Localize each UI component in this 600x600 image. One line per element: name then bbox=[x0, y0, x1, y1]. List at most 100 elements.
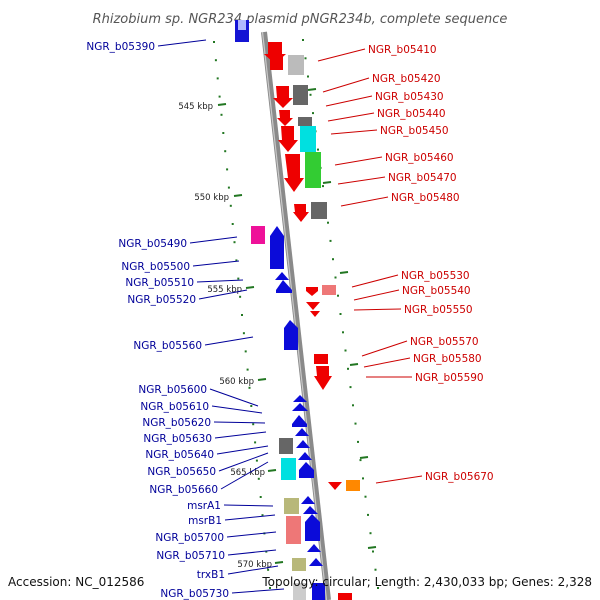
gene-NGR_b05640[interactable] bbox=[279, 438, 293, 454]
label-NGR_b05540[interactable]: NGR_b05540 bbox=[402, 285, 471, 297]
label-NGR_b05600[interactable]: NGR_b05600 bbox=[138, 384, 207, 396]
gc-dot-right bbox=[312, 112, 314, 115]
label-NGR_b05660[interactable]: NGR_b05660 bbox=[149, 484, 218, 496]
scale-label-550: 550 kbp bbox=[194, 193, 229, 203]
gc-dot-left bbox=[265, 550, 268, 553]
label-NGR_b05410[interactable]: NGR_b05410 bbox=[368, 44, 437, 56]
label-NGR_b05460[interactable]: NGR_b05460 bbox=[385, 152, 454, 164]
gene-NGR_b05490[interactable] bbox=[251, 226, 265, 244]
gene-NGR_b05660[interactable] bbox=[299, 462, 314, 478]
label-NGR_b05440[interactable]: NGR_b05440 bbox=[377, 108, 446, 120]
label-NGR_b05420[interactable]: NGR_b05420 bbox=[372, 73, 441, 85]
label-trxB1[interactable]: trxB1 bbox=[197, 569, 225, 581]
label-NGR_b05650[interactable]: NGR_b05650 bbox=[147, 466, 216, 478]
scale-tick bbox=[359, 456, 369, 459]
gene-NGR_b05700[interactable] bbox=[305, 514, 320, 541]
gene-NGR_b05600[interactable] bbox=[293, 395, 307, 402]
label-msrA1[interactable]: msrA1 bbox=[187, 500, 221, 512]
gene-NGR_b05560[interactable] bbox=[284, 320, 298, 350]
scale-tick bbox=[267, 469, 277, 472]
label-NGR_b05480[interactable]: NGR_b05480 bbox=[391, 192, 460, 204]
label-NGR_b05510[interactable]: NGR_b05510 bbox=[125, 277, 194, 289]
gene-NGR_b05500[interactable] bbox=[270, 226, 284, 269]
gc-dot-right bbox=[329, 239, 332, 242]
gc-dot-right bbox=[304, 57, 307, 60]
gene-NGR_b05710[interactable] bbox=[307, 544, 321, 552]
gene-msrA1[interactable] bbox=[284, 498, 299, 514]
label-NGR_b05730[interactable]: NGR_b05730 bbox=[160, 588, 229, 600]
label-NGR_b05430[interactable]: NGR_b05430 bbox=[375, 91, 444, 103]
scale-tick bbox=[307, 88, 317, 91]
gene-msrB1[interactable] bbox=[286, 516, 301, 544]
gene-NGR_b05630[interactable] bbox=[295, 428, 309, 436]
gene-NGR_b05410-gray[interactable] bbox=[288, 55, 304, 75]
gene-NGR_b05550b bbox=[310, 311, 320, 317]
gene-NGR_b05390-top bbox=[238, 20, 246, 30]
scale-tick bbox=[274, 561, 284, 564]
gc-dot-right bbox=[322, 185, 324, 188]
gene-NGR_b05580[interactable] bbox=[314, 366, 332, 390]
gene-NGR_b05530[interactable] bbox=[306, 287, 318, 296]
label-NGR_b05520[interactable]: NGR_b05520 bbox=[127, 294, 196, 306]
gene-NGR_b05450[interactable] bbox=[278, 126, 298, 152]
gene-NGR_b05730[interactable] bbox=[312, 583, 325, 600]
gene-NGR_b05520[interactable] bbox=[276, 280, 292, 293]
gene-NGR_b05550[interactable] bbox=[306, 302, 320, 310]
gene-NGR_b05670[interactable] bbox=[346, 480, 360, 491]
gc-dot-left bbox=[233, 241, 236, 244]
gene-trxB1[interactable] bbox=[292, 558, 306, 571]
gc-dot-right bbox=[377, 587, 379, 589]
label-NGR_b05700[interactable]: NGR_b05700 bbox=[155, 532, 224, 544]
gc-dot-right bbox=[332, 258, 334, 261]
label-NGR_b05620[interactable]: NGR_b05620 bbox=[142, 417, 211, 429]
label-NGR_b05580[interactable]: NGR_b05580 bbox=[413, 353, 482, 365]
label-msrB1[interactable]: msrB1 bbox=[188, 515, 222, 527]
label-NGR_b05630[interactable]: NGR_b05630 bbox=[143, 433, 212, 445]
gene-NGR_b05540[interactable] bbox=[322, 285, 336, 295]
label-NGR_b05610[interactable]: NGR_b05610 bbox=[140, 401, 209, 413]
label-NGR_b05590[interactable]: NGR_b05590 bbox=[415, 372, 484, 384]
gene-NGR_b05420[interactable] bbox=[293, 85, 308, 105]
gene-NGR_b05570[interactable] bbox=[314, 354, 328, 364]
label-NGR_b05470[interactable]: NGR_b05470 bbox=[388, 172, 457, 184]
gc-dot-left bbox=[242, 332, 245, 335]
reverse-gene-labels: NGR_b05390 NGR_b05490 NGR_b05500 NGR_b05… bbox=[86, 39, 285, 600]
label-NGR_b05490[interactable]: NGR_b05490 bbox=[118, 238, 187, 250]
gene-NGR_b05460[interactable] bbox=[284, 154, 304, 192]
gene-NGR_b05480-gray[interactable] bbox=[311, 202, 327, 219]
scale-tick bbox=[217, 103, 227, 106]
label-NGR_b05450[interactable]: NGR_b05450 bbox=[380, 125, 449, 137]
gc-dot-left bbox=[231, 223, 234, 225]
label-NGR_b05710[interactable]: NGR_b05710 bbox=[156, 550, 225, 562]
gene-NGR_b05730-gray bbox=[293, 583, 306, 600]
label-NGR_b05670[interactable]: NGR_b05670 bbox=[425, 471, 494, 483]
gene-NGR_b05510[interactable] bbox=[275, 272, 289, 280]
label-NGR_b05570[interactable]: NGR_b05570 bbox=[410, 336, 479, 348]
gene-NGR_b05670-red[interactable] bbox=[328, 482, 342, 490]
label-NGR_b05390[interactable]: NGR_b05390 bbox=[86, 41, 155, 53]
gc-dot-right bbox=[302, 39, 304, 41]
label-NGR_b05560[interactable]: NGR_b05560 bbox=[133, 340, 202, 352]
gene-NGR_b05430[interactable] bbox=[273, 86, 293, 108]
gc-dot-left bbox=[218, 95, 221, 98]
gene-NGR_b05650[interactable] bbox=[281, 458, 296, 480]
label-NGR_b05550[interactable]: NGR_b05550 bbox=[404, 304, 473, 316]
scale-tick bbox=[257, 378, 267, 381]
gene-NGR_b05450-cyan[interactable] bbox=[300, 126, 316, 152]
gene-NGR_b05440-gray[interactable] bbox=[298, 117, 312, 126]
gene-NGR_b05440[interactable] bbox=[277, 110, 293, 126]
gene-NGR_b05410b bbox=[270, 55, 283, 70]
gc-dot-right bbox=[339, 313, 342, 315]
gene-NGR_b05470[interactable] bbox=[305, 152, 321, 188]
gene-NGR_b05610[interactable] bbox=[292, 403, 308, 411]
gene-NGR_b05480[interactable] bbox=[293, 204, 309, 222]
gene-NGR_b05620[interactable] bbox=[292, 415, 307, 427]
label-NGR_b05640[interactable]: NGR_b05640 bbox=[145, 449, 214, 461]
gc-dot-left bbox=[254, 441, 257, 444]
gc-dot-left bbox=[261, 514, 264, 517]
label-NGR_b05530[interactable]: NGR_b05530 bbox=[401, 270, 470, 282]
gc-dot-right bbox=[359, 459, 362, 462]
gc-dot-left bbox=[235, 259, 238, 262]
label-NGR_b05500[interactable]: NGR_b05500 bbox=[121, 261, 190, 273]
